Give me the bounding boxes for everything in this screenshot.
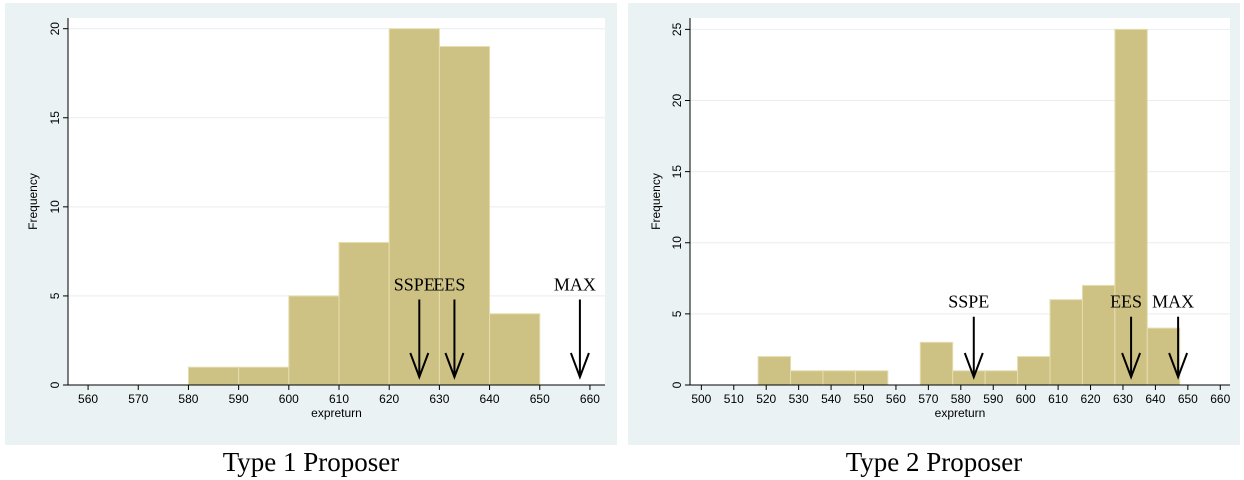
- y-axis-title: Frequency: [649, 173, 663, 230]
- x-tick-label: 590: [229, 392, 249, 406]
- y-tick-label: 20: [48, 22, 62, 36]
- x-tick-label: 640: [480, 392, 500, 406]
- y-tick-label: 5: [670, 310, 684, 317]
- annotation-label-max: MAX: [554, 274, 596, 294]
- histogram-bar: [388, 28, 440, 386]
- x-tick-label: 600: [279, 392, 299, 406]
- histogram-bar: [1017, 356, 1051, 386]
- y-tick-label: 25: [670, 22, 684, 36]
- annotation-arrowhead: [569, 352, 590, 380]
- x-tick-label: 540: [821, 392, 841, 406]
- x-axis-title: expreturn: [935, 406, 986, 420]
- y-tick-label: 20: [670, 94, 684, 108]
- annotation-label-sspe: SSPE: [948, 292, 989, 312]
- annotation-label-max: MAX: [1152, 292, 1194, 312]
- x-tick-label: 640: [1145, 392, 1165, 406]
- x-tick-label: 620: [379, 392, 399, 406]
- x-tick-label: 570: [918, 392, 938, 406]
- x-tick-label: 560: [78, 392, 98, 406]
- histogram-bar: [1146, 327, 1181, 386]
- annotation-arrowhead: [444, 352, 465, 380]
- y-tick-label: 15: [670, 165, 684, 179]
- x-tick-label: 550: [853, 392, 873, 406]
- histogram-bar: [489, 313, 541, 386]
- x-tick-label: 590: [983, 392, 1003, 406]
- x-tick-label: 580: [951, 392, 971, 406]
- x-tick-label: 600: [1016, 392, 1036, 406]
- histogram-bar: [288, 295, 340, 386]
- annotation-label-ees: EES: [1110, 292, 1142, 312]
- x-tick-label: 580: [178, 392, 198, 406]
- annotation-arrowhead: [1168, 352, 1189, 380]
- y-tick-label: 5: [48, 292, 62, 299]
- caption-type1: Type 1 Proposer: [222, 447, 400, 477]
- x-tick-label: 650: [1178, 392, 1198, 406]
- histogram-bar: [187, 366, 240, 386]
- y-tick-label: 10: [670, 236, 684, 250]
- x-tick-label: 520: [756, 392, 776, 406]
- x-tick-label: 660: [1210, 392, 1230, 406]
- histogram-bar: [1049, 299, 1083, 386]
- x-tick-label: 650: [530, 392, 550, 406]
- y-tick-label: 10: [48, 200, 62, 214]
- x-tick-label: 610: [1048, 392, 1068, 406]
- histogram-bar: [438, 46, 491, 386]
- chart-panel-type1: 560 570 580 590 600 610 620 630 640 650 660 0 5 10 15 2…: [5, 3, 617, 445]
- y-axis-title: Frequency: [26, 173, 40, 230]
- histogram-type1: 560 570 580 590 600 610 620 630 640 650 660 0 5 10 15 2…: [26, 18, 605, 420]
- histogram-bar: [854, 370, 889, 386]
- chart-panel-type2: 500 510 520 530 540 550 560 570 580 590 600 610 620 6…: [628, 3, 1240, 445]
- histogram-bar: [984, 370, 1019, 386]
- x-axis-title: expreturn: [311, 406, 362, 420]
- x-tick-label: 530: [789, 392, 809, 406]
- x-tick-label: 500: [691, 392, 711, 406]
- x-tick-label: 560: [886, 392, 906, 406]
- y-tick-label: 15: [48, 111, 62, 125]
- x-tick-label: 510: [724, 392, 744, 406]
- caption-type2: Type 2 Proposer: [845, 447, 1023, 477]
- y-tick-label: 0: [48, 381, 62, 388]
- histogram-bar: [822, 370, 856, 386]
- histogram-bar: [1081, 284, 1116, 386]
- x-tick-label: 630: [429, 392, 449, 406]
- x-tick-label: 610: [329, 392, 349, 406]
- histogram-type2: 500 510 520 530 540 550 560 570 580 590 600 610 620 6…: [649, 18, 1231, 420]
- histogram-bar: [952, 370, 986, 386]
- histogram-bar: [790, 370, 824, 386]
- histogram-bar: [919, 341, 954, 386]
- histogram-bar: [338, 241, 390, 386]
- y-tick-label: 0: [670, 381, 684, 388]
- x-tick-label: 660: [580, 392, 600, 406]
- annotation-arrowhead: [963, 352, 984, 380]
- annotation-arrowhead: [1121, 352, 1142, 380]
- x-tick-label: 630: [1113, 392, 1133, 406]
- histogram-bar: [757, 356, 792, 386]
- x-tick-label: 570: [128, 392, 148, 406]
- histogram-bar: [238, 366, 290, 386]
- annotation-label-ees: EES: [433, 274, 465, 294]
- annotation-label-sspe: SSPE: [394, 274, 435, 294]
- x-tick-label: 620: [1081, 392, 1101, 406]
- annotation-arrowhead: [409, 352, 430, 380]
